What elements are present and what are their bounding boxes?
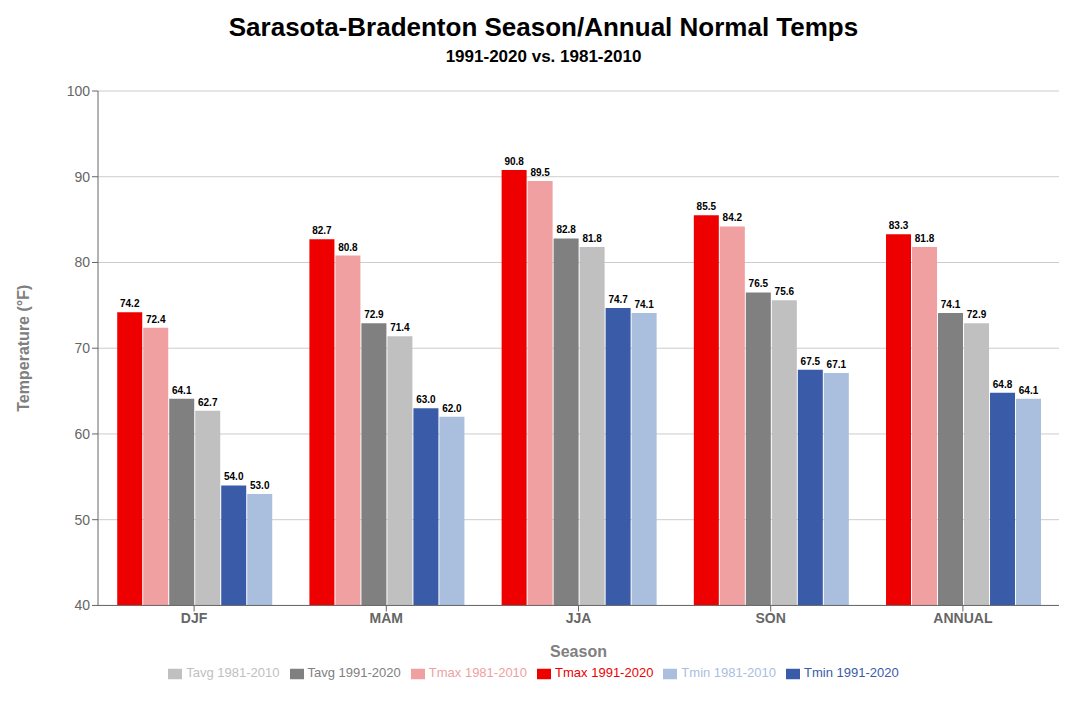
svg-text:74.7: 74.7 — [608, 294, 628, 305]
html-text:Tavg 1981-2010: Tavg 1981-2010 — [186, 665, 280, 681]
svg-text:84.2: 84.2 — [723, 212, 743, 223]
svg-text:90: 90 — [74, 169, 90, 185]
svg-text:64.8: 64.8 — [993, 379, 1013, 390]
svg-text:Temperature (°F): Temperature (°F) — [15, 285, 32, 412]
svg-text:100: 100 — [67, 83, 91, 99]
svg-text:Season: Season — [550, 643, 607, 660]
html-text:Sarasota-Bradenton Season/Annu: Sarasota-Bradenton Season/Annual Normal … — [228, 12, 859, 42]
svg-text:81.8: 81.8 — [915, 233, 935, 244]
svg-text:54.0: 54.0 — [224, 471, 244, 482]
svg-text:75.6: 75.6 — [775, 286, 795, 297]
svg-text:64.1: 64.1 — [1019, 385, 1039, 396]
html-text:Tmax 1991-2020: Tmax 1991-2020 — [555, 665, 654, 681]
svg-text:67.1: 67.1 — [827, 359, 847, 370]
svg-text:53.0: 53.0 — [250, 480, 270, 491]
svg-text:63.0: 63.0 — [416, 394, 436, 405]
svg-text:72.9: 72.9 — [364, 309, 384, 320]
svg-text:MAM: MAM — [370, 610, 403, 626]
svg-text:90.8: 90.8 — [504, 156, 524, 167]
svg-text:74.2: 74.2 — [120, 298, 140, 309]
svg-text:83.3: 83.3 — [889, 220, 909, 231]
svg-text:SON: SON — [756, 610, 786, 626]
svg-text:67.5: 67.5 — [801, 356, 821, 367]
svg-text:76.5: 76.5 — [749, 278, 769, 289]
svg-text:89.5: 89.5 — [530, 167, 550, 178]
html-text:Tmin 1991-2020: Tmin 1991-2020 — [804, 665, 899, 681]
svg-text:82.8: 82.8 — [556, 224, 576, 235]
svg-text:40: 40 — [74, 597, 90, 613]
svg-text:62.0: 62.0 — [442, 403, 462, 414]
svg-text:60: 60 — [74, 426, 90, 442]
svg-text:81.8: 81.8 — [582, 233, 602, 244]
svg-text:80.8: 80.8 — [338, 242, 358, 253]
svg-text:74.1: 74.1 — [634, 299, 654, 310]
svg-text:JJA: JJA — [566, 610, 592, 626]
html-text:Tmax 1981-2010: Tmax 1981-2010 — [428, 665, 528, 681]
svg-text:85.5: 85.5 — [697, 201, 717, 212]
svg-text:70: 70 — [74, 340, 90, 356]
svg-text:DJF: DJF — [181, 610, 208, 626]
svg-text:64.1: 64.1 — [172, 385, 192, 396]
svg-text:62.7: 62.7 — [198, 397, 218, 408]
html-text:Tmin 1981-2010: Tmin 1981-2010 — [681, 665, 776, 681]
svg-text:74.1: 74.1 — [941, 299, 961, 310]
svg-text:80: 80 — [74, 254, 90, 270]
svg-text:71.4: 71.4 — [390, 322, 410, 333]
svg-text:72.4: 72.4 — [146, 314, 166, 325]
html-text:Tavg 1991-2020: Tavg 1991-2020 — [307, 665, 401, 681]
svg-text:ANNUAL: ANNUAL — [933, 610, 993, 626]
svg-text:82.7: 82.7 — [312, 225, 332, 236]
svg-text:50: 50 — [74, 512, 90, 528]
svg-text:72.9: 72.9 — [967, 309, 987, 320]
html-text:1991-2020 vs. 1981-2010: 1991-2020 vs. 1981-2010 — [445, 47, 642, 66]
